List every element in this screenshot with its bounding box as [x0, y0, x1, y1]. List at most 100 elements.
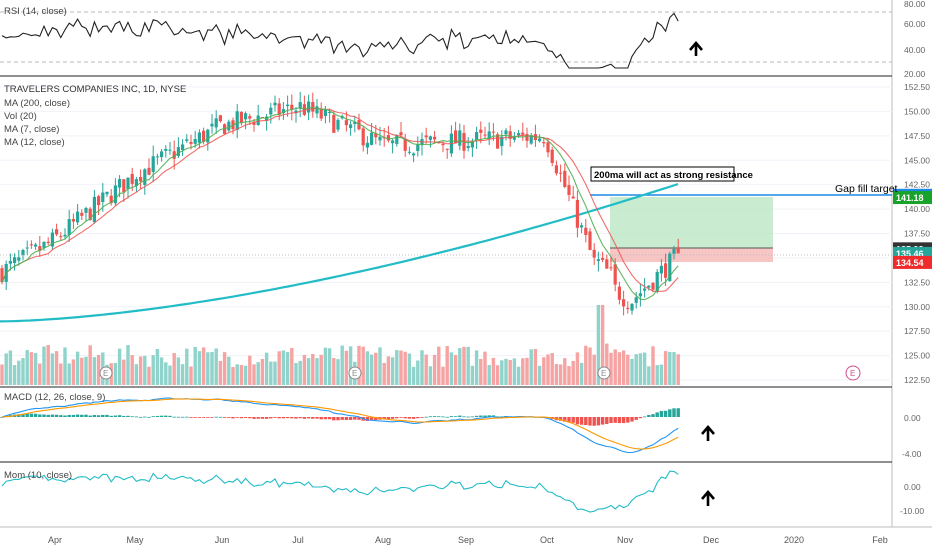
macd-bar — [147, 416, 151, 418]
volume-bar — [222, 352, 227, 385]
volume-bar — [403, 351, 407, 385]
macd-bar — [227, 417, 231, 418]
macd-bar — [336, 417, 340, 421]
signal-line — [1, 398, 679, 450]
up-arrow-icon — [701, 490, 715, 506]
candle — [353, 121, 357, 125]
macd-bar — [109, 415, 113, 417]
macd-bar — [88, 415, 92, 417]
macd-pane[interactable]: MACD (12, 26, close, 9) 0.00 -4.00 — [0, 392, 922, 459]
macd-bar — [428, 416, 433, 418]
macd-bar — [311, 417, 315, 419]
macd-bar — [302, 417, 307, 419]
macd-bar — [327, 417, 332, 420]
candle — [391, 140, 395, 144]
earnings-marker[interactable]: E — [597, 366, 611, 380]
resistance-note-box — [590, 166, 735, 182]
candle — [454, 130, 458, 144]
macd-bar — [617, 417, 622, 424]
volume-bar — [382, 362, 386, 385]
candle — [25, 247, 29, 249]
macd-bar — [17, 414, 21, 417]
volume-bar — [663, 351, 668, 385]
rsi-ytick: 60.00 — [904, 19, 926, 29]
candle — [412, 153, 416, 156]
candle — [202, 130, 206, 142]
macd-bar — [390, 417, 395, 419]
macd-bar — [323, 417, 328, 420]
candle — [50, 232, 54, 247]
candle — [97, 196, 101, 206]
candle — [508, 131, 512, 139]
volume-bar — [348, 346, 353, 385]
time-axis[interactable]: Apr May Jun Jul Aug Sep Oct Nov Dec 2020 Feb — [48, 535, 888, 545]
earnings-marker[interactable]: E — [99, 366, 113, 380]
candle — [189, 141, 193, 144]
macd-bar — [21, 413, 25, 417]
macd-bar — [80, 414, 84, 417]
macd-bar — [558, 417, 563, 421]
candle — [277, 103, 281, 115]
rsi-pane[interactable]: RSI (14, close) 80.00 60.00 40.00 20.00 — [0, 0, 926, 79]
volume-bar — [605, 343, 609, 385]
macd-bar — [638, 417, 643, 419]
candle — [281, 109, 285, 114]
candle — [88, 208, 92, 221]
volume-bar — [294, 363, 298, 385]
macd-bar — [344, 417, 349, 421]
macd-bar — [298, 417, 302, 419]
ma200-line — [0, 182, 679, 323]
macd-ytick: 0.00 — [904, 413, 921, 423]
volume-bars — [0, 305, 680, 385]
macd-bar — [105, 414, 109, 417]
candle — [147, 167, 151, 175]
volume-bar — [508, 360, 512, 385]
volume-bar — [75, 351, 80, 385]
earnings-marker-upcoming[interactable]: E — [845, 365, 861, 381]
volume-bar — [92, 357, 97, 385]
candle — [601, 257, 605, 260]
volume-bar — [206, 352, 210, 385]
time-tick: May — [126, 535, 144, 545]
macd-bar — [42, 414, 46, 417]
price-tick: 127.50 — [904, 326, 930, 336]
volume-bar — [189, 366, 193, 385]
volume-bar — [235, 364, 239, 385]
macd-bar — [659, 410, 664, 417]
momentum-pane[interactable]: Mom (10, close) 0.00 -10.00 — [1, 470, 924, 516]
macd-bar — [189, 417, 193, 418]
candle — [433, 136, 437, 140]
rsi-ytick: 20.00 — [904, 69, 926, 79]
candle — [218, 115, 222, 122]
macd-bar — [134, 416, 139, 418]
earnings-marker[interactable]: E — [348, 366, 362, 380]
volume-bar — [537, 365, 542, 385]
candle — [647, 285, 651, 288]
legend-item: Vol (20) — [4, 111, 37, 122]
volume-bar — [59, 363, 63, 385]
candle — [113, 185, 117, 204]
volume-bar — [668, 351, 672, 385]
volume-bar — [143, 355, 147, 385]
volume-bar — [462, 346, 466, 385]
candle — [185, 139, 189, 141]
volume-bar — [285, 352, 290, 385]
candle — [529, 135, 533, 144]
candle — [239, 111, 243, 124]
macd-bar — [470, 416, 475, 418]
volume-bar — [315, 358, 319, 385]
macd-bar — [269, 417, 273, 419]
volume-bar — [487, 365, 491, 385]
candle — [134, 179, 138, 187]
macd-bar — [176, 416, 181, 418]
volume-bar — [621, 350, 626, 385]
volume-bar — [432, 354, 437, 385]
candle — [105, 191, 109, 195]
price-pane[interactable]: TRAVELERS COMPANIES INC, 1D, NYSE MA (20… — [0, 82, 932, 385]
candle — [378, 136, 382, 141]
macd-bar — [340, 417, 344, 420]
candle — [428, 136, 432, 140]
macd-bar — [159, 415, 164, 417]
candle — [290, 104, 294, 110]
